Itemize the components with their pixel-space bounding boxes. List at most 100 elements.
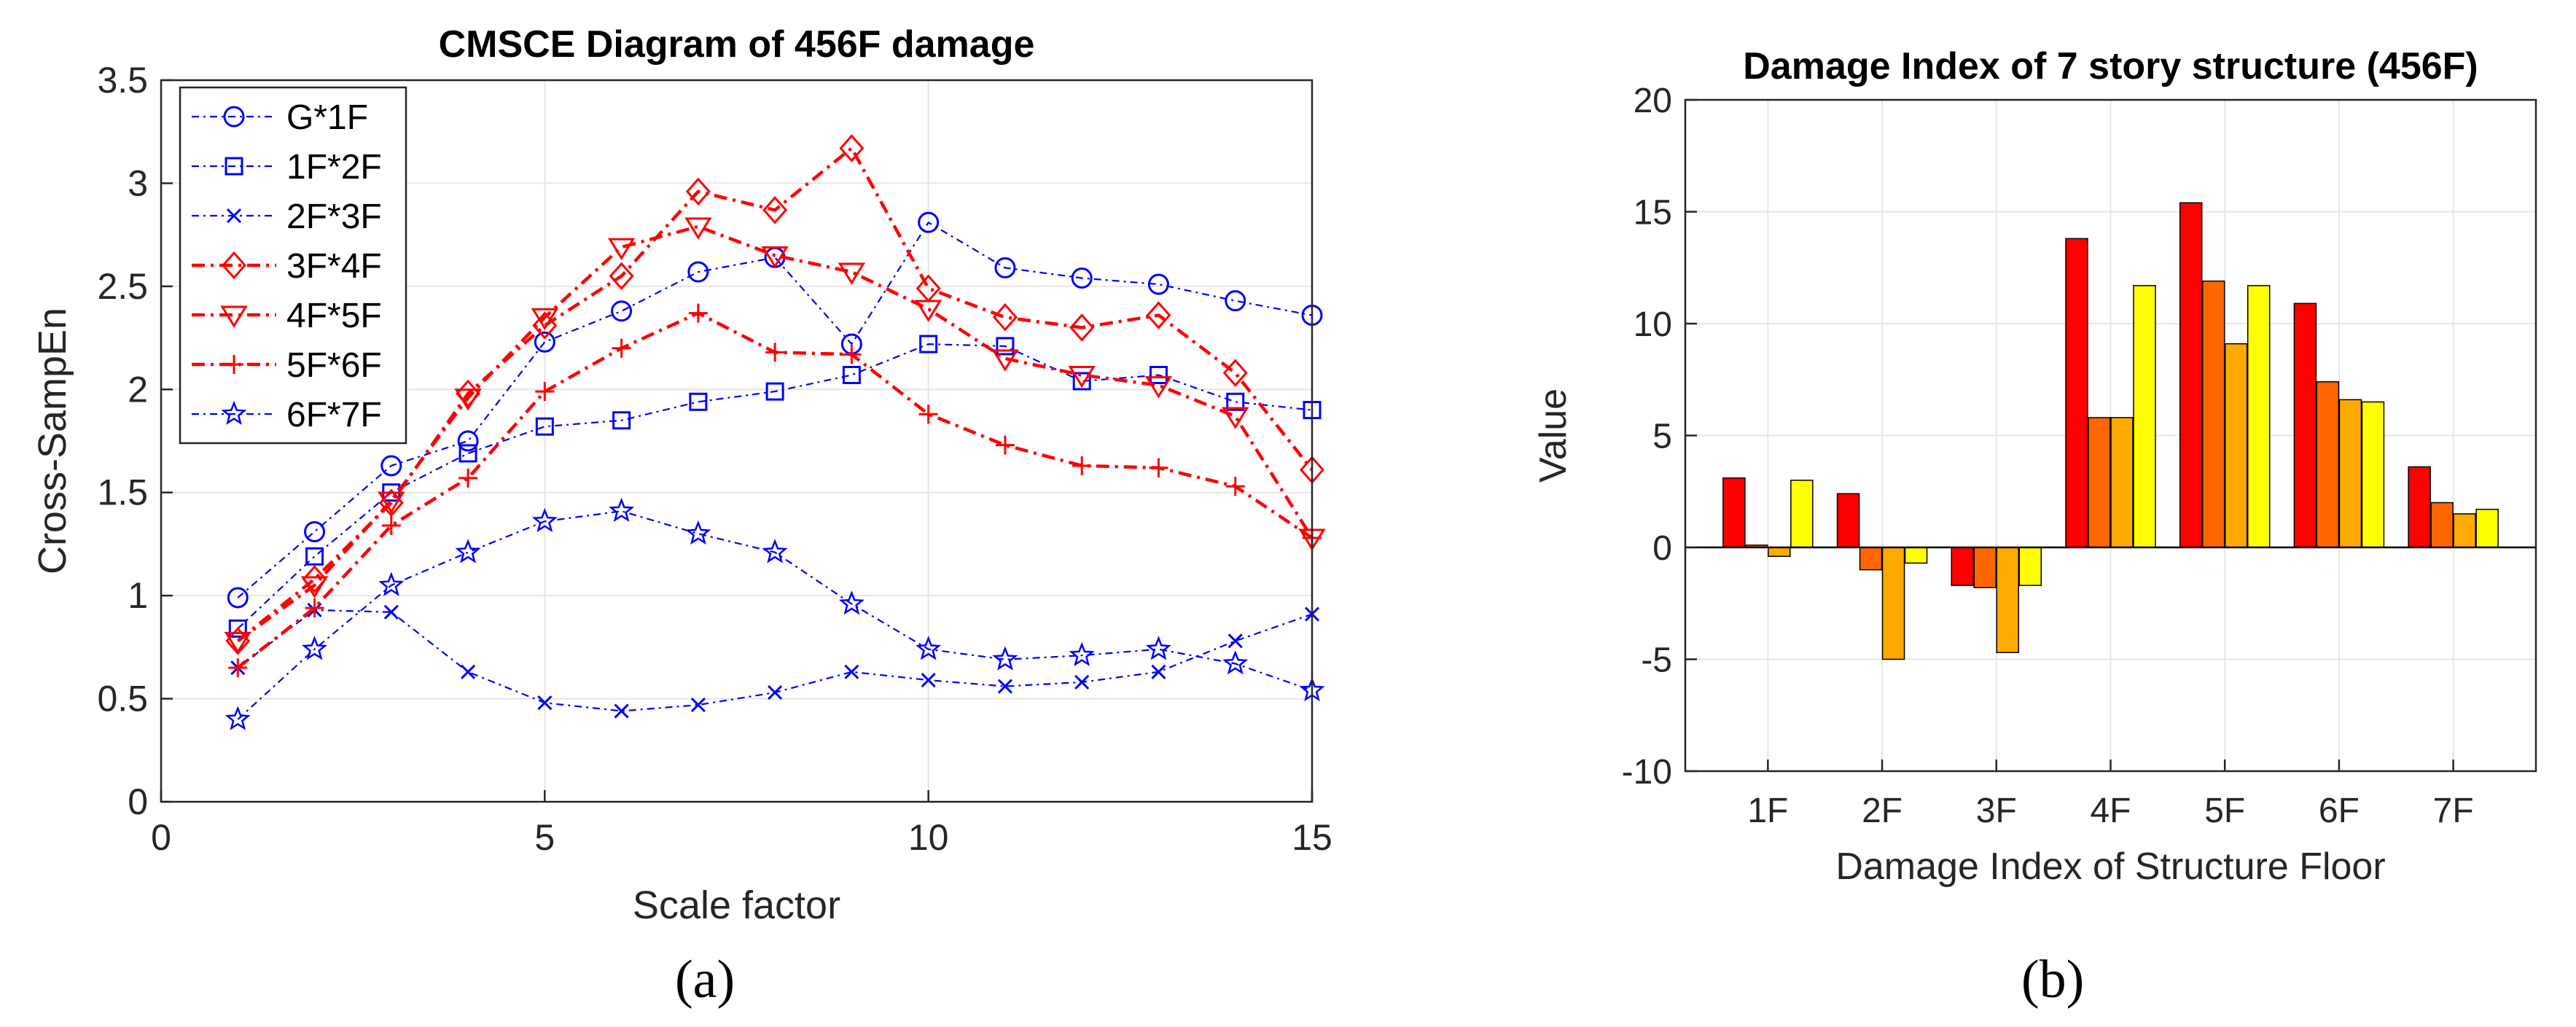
data-point xyxy=(1226,392,1245,411)
x-tick-label: 0 xyxy=(151,817,171,858)
x-tick-label: 5 xyxy=(534,817,555,858)
data-point xyxy=(685,177,711,206)
data-point xyxy=(992,646,1018,671)
bar xyxy=(1904,547,1928,564)
y-tick-label: 3 xyxy=(128,163,148,203)
bar-series-2 xyxy=(1745,280,2454,589)
chart-title: Damage Index of 7 story structure (456F) xyxy=(1743,45,2478,87)
bar xyxy=(1768,547,1791,558)
data-point xyxy=(684,217,712,240)
bar-chart-damage-index: 1F 2F 3F 4F 5F 6F 7F -10 -5 0 5 10 15 20 Damage Index … xyxy=(1532,45,2537,888)
data-point xyxy=(609,262,634,290)
x-axis-label: Scale factor xyxy=(633,883,840,927)
y-tick-label: 0 xyxy=(128,781,148,822)
bar xyxy=(2065,238,2088,548)
legend-label: 2F*3F xyxy=(286,198,382,236)
bar xyxy=(2316,381,2340,548)
series-line xyxy=(236,224,1314,643)
data-point xyxy=(1149,365,1168,384)
data-point xyxy=(997,679,1012,694)
data-point xyxy=(534,331,555,353)
x-tick-label: 6F xyxy=(2319,792,2360,830)
chart-title: CMSCE Diagram of 456F damage xyxy=(439,23,1035,66)
y-axis-label: Value xyxy=(1532,388,1574,483)
legend-label: G*1F xyxy=(286,98,368,137)
bar xyxy=(2018,547,2042,586)
x-axis-label: Damage Index of Structure Floor xyxy=(1835,846,2385,888)
series-line xyxy=(237,343,1313,630)
panel-label-a: (a) xyxy=(675,950,735,1010)
data-point xyxy=(380,455,402,477)
x-tick-label: 3F xyxy=(1976,792,2017,830)
data-point xyxy=(535,417,554,436)
data-point xyxy=(228,619,247,638)
data-point xyxy=(844,664,859,679)
bar xyxy=(1881,547,1905,660)
bar xyxy=(2133,285,2156,548)
bar-series-1 xyxy=(1722,202,2431,586)
data-point xyxy=(225,706,251,730)
bar xyxy=(2408,466,2431,548)
y-tick-label: 20 xyxy=(1634,82,1672,120)
data-point xyxy=(690,697,706,713)
legend-marker xyxy=(221,400,247,425)
data-point xyxy=(228,658,248,678)
data-point xyxy=(531,507,558,533)
bar xyxy=(2201,280,2225,548)
bar xyxy=(2088,417,2111,548)
bar xyxy=(2179,202,2203,548)
x-tick-label: 7F xyxy=(2433,792,2474,830)
data-point xyxy=(1222,359,1248,387)
data-point xyxy=(381,515,401,535)
bar xyxy=(2110,417,2134,548)
data-point xyxy=(1072,372,1091,391)
data-point xyxy=(612,411,631,430)
bar xyxy=(2338,399,2362,548)
bar xyxy=(2247,285,2271,548)
data-point xyxy=(532,311,558,340)
data-point xyxy=(461,664,476,679)
data-point xyxy=(1069,641,1095,667)
data-point xyxy=(839,134,864,163)
data-point xyxy=(302,565,327,593)
y-tick-label: -5 xyxy=(1641,641,1672,680)
data-point xyxy=(607,238,636,260)
data-point xyxy=(918,211,940,233)
legend-label: 5F*6F xyxy=(286,346,382,385)
data-point xyxy=(304,520,326,542)
x-tick-label: 15 xyxy=(1292,817,1332,858)
legend-marker xyxy=(223,106,245,128)
x-tick-label: 10 xyxy=(908,817,949,858)
bar xyxy=(2361,401,2385,548)
legend-label: 3F*4F xyxy=(286,247,382,286)
data-point xyxy=(537,695,553,711)
data-point xyxy=(685,520,711,545)
x-tick-label: 4F xyxy=(2090,792,2131,830)
y-tick-label: 5 xyxy=(1652,418,1672,456)
data-point xyxy=(1225,477,1245,496)
data-point xyxy=(992,303,1018,332)
data-point xyxy=(765,382,784,401)
data-point xyxy=(1068,365,1096,388)
data-point xyxy=(614,703,629,719)
data-point xyxy=(762,539,788,563)
series-6F*7F xyxy=(225,497,1325,730)
bar xyxy=(2224,343,2248,548)
data-point xyxy=(1144,376,1173,399)
legend-marker xyxy=(225,355,243,374)
series-G*1F xyxy=(227,211,1323,609)
y-tick-label: 3.5 xyxy=(97,60,148,101)
data-point xyxy=(300,576,329,598)
y-axis-label: Cross-SampEn xyxy=(31,308,74,574)
data-point xyxy=(919,335,938,354)
data-point xyxy=(1222,650,1249,675)
panel-label-b: (b) xyxy=(2021,950,2085,1010)
data-point xyxy=(991,349,1019,372)
data-point xyxy=(996,337,1015,356)
data-point xyxy=(611,300,633,322)
data-point xyxy=(454,388,482,411)
bar xyxy=(1836,493,1860,548)
series-line xyxy=(237,510,1313,720)
data-point xyxy=(378,491,405,514)
